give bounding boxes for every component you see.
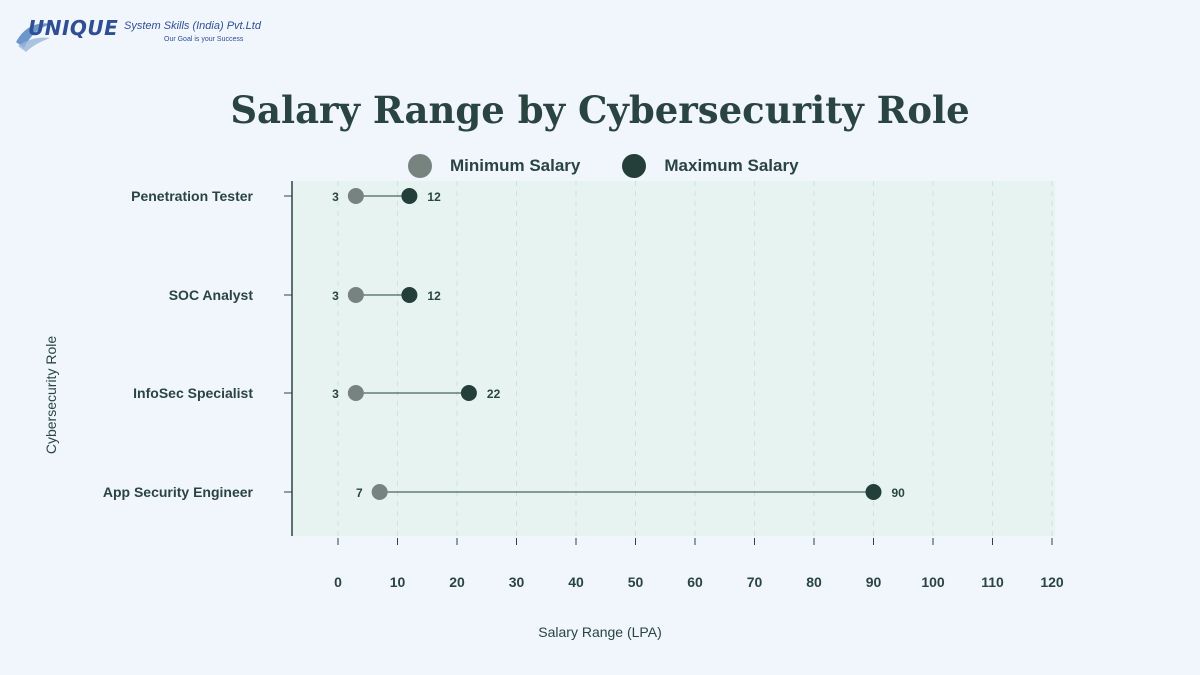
x-tick-label-50: 50 (628, 574, 644, 590)
plot-area (292, 181, 1055, 536)
max-point-1 (401, 287, 418, 303)
y-tick-label-2: InfoSec Specialist (133, 385, 253, 401)
logo-wordmark: UNIQUE (28, 16, 119, 40)
x-tick-label-90: 90 (866, 574, 882, 590)
logo-tagline: Our Goal is your Success (164, 36, 244, 43)
min-value-label-2: 3 (332, 387, 339, 401)
x-tick-label-40: 40 (568, 574, 584, 590)
min-point-2 (347, 385, 364, 401)
x-tick-label-110: 110 (981, 574, 1004, 590)
x-tick-label-30: 30 (509, 574, 525, 590)
y-axis-label: Cybersecurity Role (43, 335, 59, 455)
x-tick-label-60: 60 (687, 574, 703, 590)
y-tick-label-1: SOC Analyst (169, 287, 254, 303)
min-value-label-0: 3 (332, 190, 339, 204)
legend-max-label: Maximum Salary (664, 156, 799, 175)
x-tick-label-10: 10 (390, 574, 406, 590)
y-tick-label-3: App Security Engineer (103, 484, 254, 500)
min-point-1 (347, 287, 364, 303)
legend-min-label: Minimum Salary (450, 156, 581, 175)
legend-max-marker (622, 154, 647, 178)
legend-item-max: Maximum Salary (622, 154, 799, 178)
x-tick-label-20: 20 (449, 574, 465, 590)
min-point-3 (371, 484, 388, 500)
y-tick-label-0: Penetration Tester (131, 188, 253, 204)
legend-item-min: Minimum Salary (408, 154, 580, 178)
min-value-label-3: 7 (356, 486, 363, 500)
x-axis-label: Salary Range (LPA) (538, 624, 662, 640)
x-tick-label-80: 80 (806, 574, 822, 590)
max-point-3 (865, 484, 882, 500)
max-point-0 (401, 188, 418, 204)
chart-title: Salary Range by Cybersecurity Role (230, 88, 970, 132)
max-value-label-3: 90 (892, 486, 906, 500)
max-value-label-2: 22 (487, 387, 501, 401)
logo-company-name: System Skills (India) Pvt.Ltd (124, 20, 261, 32)
max-point-2 (460, 385, 477, 401)
x-tick-label-70: 70 (747, 574, 763, 590)
logo-swoosh-icon (16, 23, 52, 52)
max-value-label-0: 12 (427, 190, 441, 204)
x-tick-label-0: 0 (334, 574, 342, 590)
min-value-label-1: 3 (332, 289, 339, 303)
min-point-0 (347, 188, 364, 204)
chart-legend: Minimum Salary Maximum Salary (408, 151, 841, 181)
company-logo: UNIQUE System Skills (India) Pvt.Ltd Our… (14, 14, 274, 54)
legend-min-marker (408, 154, 432, 178)
x-tick-label-120: 120 (1040, 574, 1064, 590)
max-value-label-1: 12 (427, 289, 441, 303)
x-tick-label-100: 100 (921, 574, 945, 590)
